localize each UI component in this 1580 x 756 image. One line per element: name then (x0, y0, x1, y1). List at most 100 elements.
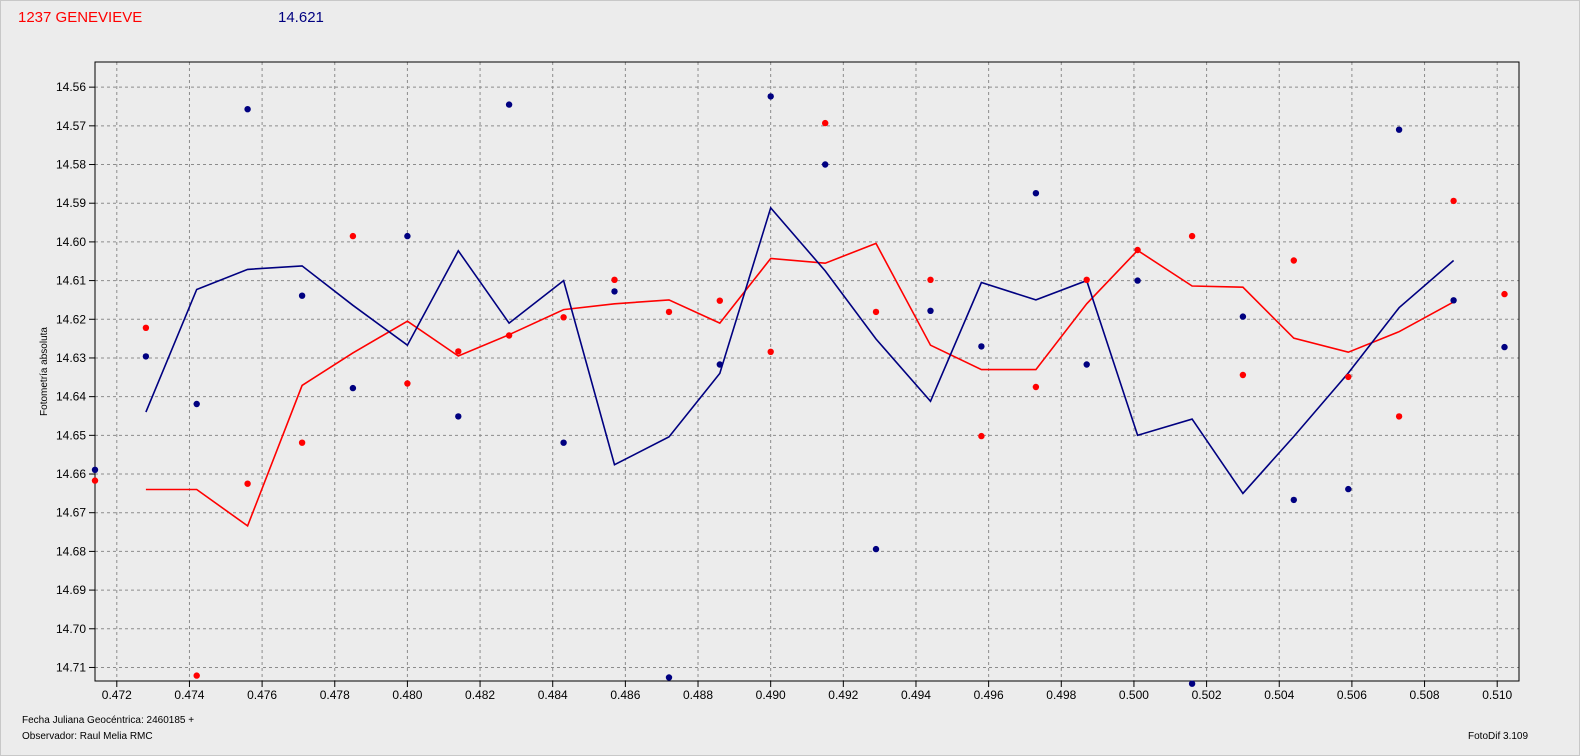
series-1-point (455, 413, 462, 420)
y-tick-label: 14.62 (56, 312, 86, 326)
series-1-point (1450, 297, 1457, 304)
x-tick-label: 0.508 (1410, 688, 1440, 702)
series-0-point (1450, 197, 1457, 205)
series-0-point (142, 324, 150, 331)
x-tick-label: 0.484 (538, 688, 568, 702)
series-1-point (1290, 496, 1298, 504)
y-tick-label: 14.65 (56, 428, 86, 442)
series-0-point (1239, 371, 1247, 379)
series-1-point (560, 439, 567, 446)
series-1-point (1345, 485, 1352, 493)
series-0-point (822, 119, 829, 127)
x-tick-label: 0.472 (102, 688, 132, 702)
series-0-point (1290, 257, 1298, 264)
x-tick-label: 0.510 (1482, 688, 1512, 702)
software-version: FotoDif 3.109 (1468, 731, 1529, 742)
plot-border (94, 61, 1520, 682)
y-tick-label: 14.71 (56, 660, 86, 674)
x-tick-label: 0.504 (1264, 688, 1294, 702)
x-tick-label: 0.492 (828, 688, 858, 702)
series-1-point (1083, 361, 1090, 368)
series-1-point (1032, 190, 1040, 197)
x-tick-label: 0.488 (683, 688, 713, 702)
series-1-point (142, 353, 150, 360)
series-0-point (978, 432, 985, 440)
series-1-point (91, 466, 99, 473)
y-tick-label: 14.66 (56, 467, 86, 481)
series-1-point (349, 384, 357, 392)
y-tick-label: 14.56 (56, 80, 86, 94)
series-1-point (822, 161, 829, 168)
y-tick-label: 14.69 (56, 583, 86, 597)
mean-magnitude: 14.621 (278, 9, 324, 26)
series-0-point (505, 332, 513, 339)
series-0-point (91, 477, 99, 484)
series-0-point (1395, 413, 1403, 420)
y-tick-label: 14.60 (56, 235, 86, 249)
series-0-point (455, 348, 462, 355)
series-0-point (1501, 290, 1508, 298)
series-0-point (611, 276, 618, 283)
series-0-point (193, 672, 200, 679)
series-1-point (978, 343, 985, 350)
y-tick-label: 14.58 (56, 158, 86, 172)
series-0-point (404, 380, 411, 387)
series-0-point (349, 232, 357, 240)
series-1-mean-line (145, 206, 1455, 495)
series-1-point (665, 674, 673, 681)
series-1-point (193, 400, 200, 408)
x-tick-label: 0.490 (756, 688, 786, 702)
series-0-point (1083, 276, 1090, 283)
y-tick-label: 14.63 (56, 351, 86, 365)
series-0-point (1188, 232, 1196, 240)
x-tick-label: 0.480 (392, 688, 422, 702)
series-1-point (1395, 126, 1403, 133)
series-0-point (927, 276, 934, 283)
series-0-point (560, 314, 567, 321)
x-tick-label: 0.500 (1119, 688, 1149, 702)
y-tick-label: 14.57 (56, 119, 86, 133)
series-0-point (1345, 373, 1352, 381)
series-1-point (716, 361, 723, 368)
series-0-point (1032, 383, 1040, 391)
series-1-point (1501, 343, 1508, 351)
julian-date-label: Fecha Juliana Geocéntrica: 2460185 + (22, 715, 195, 726)
y-tick-label: 14.68 (56, 544, 86, 558)
series-0-point (872, 308, 880, 316)
series-0-mean-line (145, 242, 1454, 528)
x-tick-label: 0.498 (1046, 688, 1076, 702)
y-axis-label: Fotometría absoluta (39, 327, 50, 416)
x-tick-label: 0.478 (320, 688, 350, 702)
series-1-point (872, 545, 880, 553)
plot-area (95, 62, 1519, 681)
series-0-point (767, 348, 774, 355)
x-tick-label: 0.486 (610, 688, 640, 702)
x-tick-label: 0.482 (465, 688, 495, 702)
series-1-point (505, 101, 513, 108)
y-tick-label: 14.70 (56, 622, 86, 636)
series-1-point (298, 292, 306, 299)
x-tick-label: 0.476 (247, 688, 277, 702)
series-1-point (1188, 680, 1196, 687)
series-1-point (244, 106, 251, 113)
observer-label: Observador: Raul Melia RMC (22, 731, 153, 742)
x-tick-label: 0.506 (1337, 688, 1367, 702)
y-tick-label: 14.64 (56, 390, 86, 404)
series-0-point (665, 308, 673, 316)
y-tick-label: 14.61 (56, 274, 86, 288)
series-0-point (1134, 246, 1141, 254)
y-tick-label: 14.67 (56, 506, 86, 520)
series-1-point (1134, 277, 1141, 284)
x-tick-label: 0.502 (1192, 688, 1222, 702)
series-1-point (927, 307, 934, 314)
series-1-point (1239, 313, 1247, 320)
x-tick-label: 0.474 (174, 688, 204, 702)
target-name: 1237 GENEVIEVE (18, 9, 143, 26)
x-tick-label: 0.494 (901, 688, 931, 702)
series-0-point (244, 480, 251, 487)
series-0-point (716, 297, 723, 304)
x-tick-label: 0.496 (974, 688, 1004, 702)
series-1-point (767, 93, 774, 100)
series-1-point (611, 288, 618, 295)
